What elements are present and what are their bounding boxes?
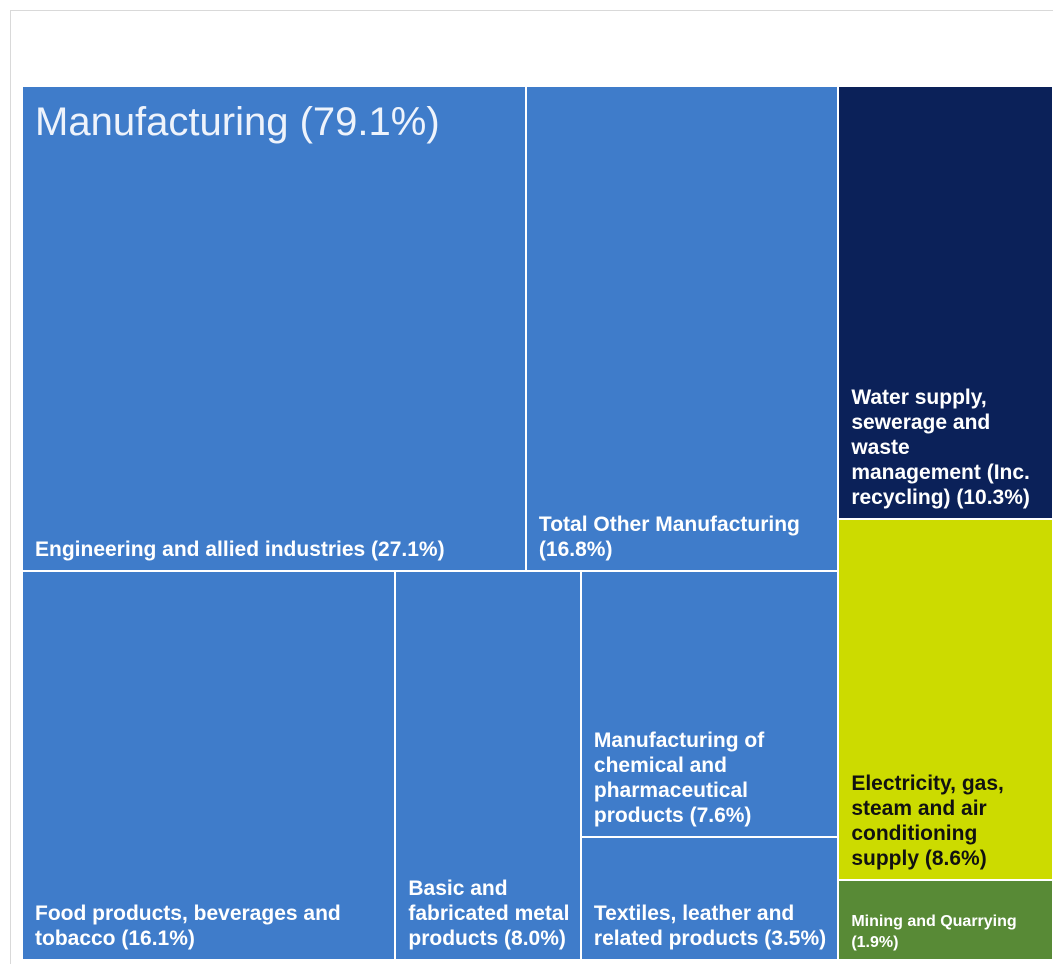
treemap-cell: Engineering and allied industries (27.1%… — [22, 86, 526, 572]
cell-label: Total Other Manufacturing (16.8%) — [538, 513, 800, 562]
treemap-cell: Basic and fabricated metal products (8.0… — [395, 571, 581, 960]
cell-label: Manufacturing of chemical and pharmaceut… — [593, 729, 765, 828]
treemap-cell: Electricity, gas, steam and air conditio… — [838, 518, 1053, 881]
treemap-cell: Food products, beverages and tobacco (16… — [22, 571, 396, 960]
cell-label: Engineering and allied industries (27.1%… — [35, 538, 445, 562]
cell-label: Electricity, gas, steam and air conditio… — [851, 772, 1004, 871]
group-header: Manufacturing (79.1%) — [35, 100, 440, 144]
frame — [10, 10, 1053, 964]
cell-label: Food products, beverages and tobacco (16… — [35, 901, 341, 950]
treemap-cell: Manufacturing of chemical and pharmaceut… — [580, 571, 839, 838]
cell-label: Water supply, sewerage and waste managem… — [851, 385, 1030, 509]
cell-label: Basic and fabricated metal products (8.0… — [408, 876, 570, 950]
treemap-cell: Total Other Manufacturing (16.8%) — [525, 86, 839, 572]
treemap-cell: Mining and Quarrying (1.9%) — [838, 880, 1053, 960]
treemap-cell: Textiles, leather and related products (… — [580, 837, 839, 960]
cell-label: Mining and Quarrying (1.9%) — [851, 912, 1017, 951]
cell-label: Textiles, leather and related products (… — [593, 901, 827, 950]
treemap-cell: Water supply, sewerage and waste managem… — [838, 86, 1053, 519]
